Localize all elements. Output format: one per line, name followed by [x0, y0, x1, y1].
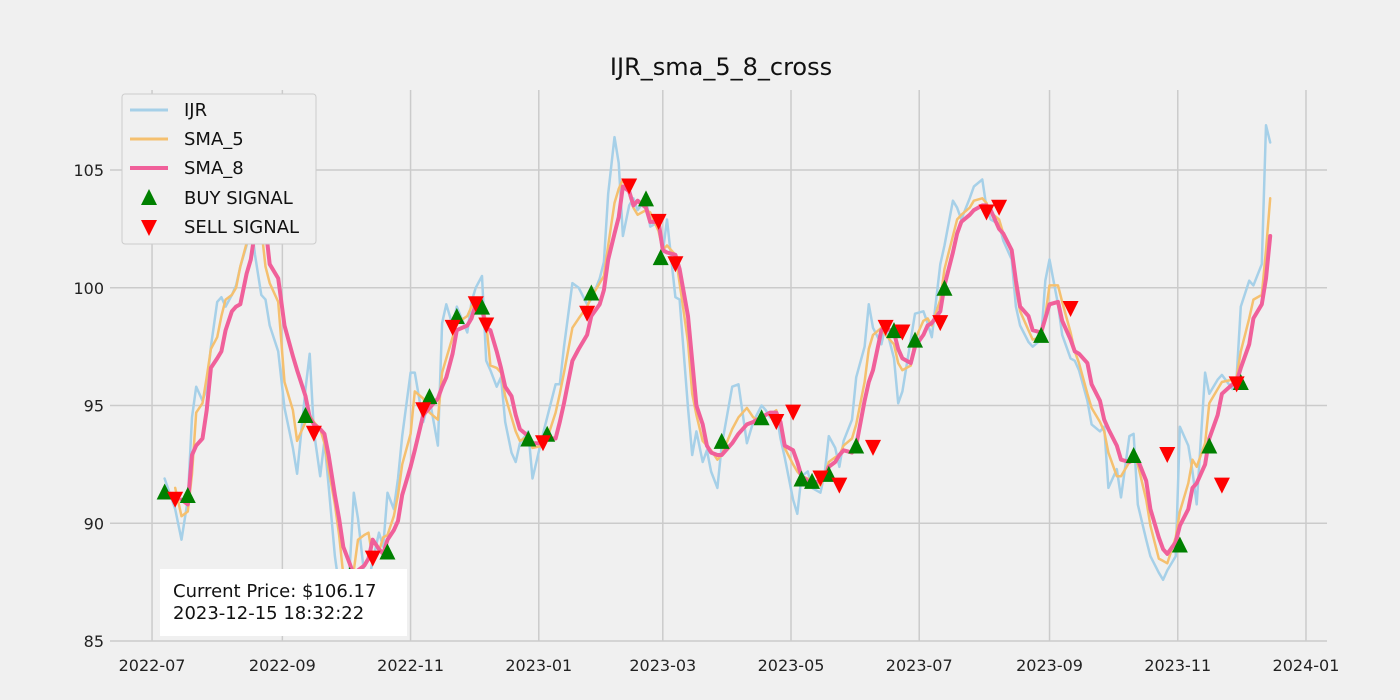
sell-signal-marker: [932, 315, 949, 332]
buy-signal-marker: [1125, 446, 1142, 463]
sell-signal-marker: [167, 491, 184, 508]
sell-signal-marker: [364, 550, 381, 567]
current-price-box: Current Price: $106.17 2023-12-15 18:32:…: [160, 569, 407, 636]
grid: [110, 90, 1327, 642]
sell-signal-marker: [1159, 446, 1176, 463]
sell-signal-marker: [650, 213, 667, 230]
legend-label-sma-5: SMA_5: [184, 129, 244, 150]
x-tick-label: 2023-01: [505, 656, 572, 675]
buy-signal-marker: [379, 543, 396, 560]
sell-signal-marker: [877, 319, 894, 336]
sell-signal-marker: [579, 305, 596, 322]
x-tick-label: 2023-09: [1016, 656, 1083, 675]
buy-signal-marker: [886, 322, 903, 339]
buy-signal-marker: [652, 249, 669, 266]
y-tick-label: 105: [73, 161, 104, 180]
legend-label-buy-signal: BUY SIGNAL: [184, 188, 293, 209]
x-tick-label: 2023-07: [886, 656, 953, 675]
sell-signal-marker: [978, 204, 995, 221]
buy-signal-marker: [753, 409, 770, 426]
buy-signal-marker: [804, 472, 821, 489]
sell-signal-marker: [305, 425, 322, 442]
buy-signal-marker: [936, 279, 953, 296]
legend-swatch-buy-signal: [141, 189, 157, 205]
sell-signal-marker: [534, 435, 551, 452]
sell-signal-marker: [621, 178, 638, 195]
legend-box: [121, 93, 317, 245]
x-tick-label: 2022-11: [377, 656, 444, 675]
series-line-sma-8: [179, 184, 1273, 578]
x-tick-label: 2022-09: [249, 656, 316, 675]
current-price-text: Current Price: $106.17: [173, 581, 376, 602]
sell-signal-marker: [667, 256, 684, 273]
plot-markers: [156, 178, 1249, 584]
sell-signal-marker: [1228, 376, 1245, 393]
sell-signal-marker: [785, 404, 802, 421]
buy-signal-marker: [1201, 437, 1218, 454]
buy-signal-marker: [179, 487, 196, 504]
y-tick-label: 90: [84, 514, 104, 533]
timestamp-text: 2023-12-15 18:32:22: [173, 603, 364, 624]
legend: IJR SMA_5 SMA_8 BUY SIGNAL SELL SIGNAL: [121, 93, 317, 245]
sell-signal-marker: [1213, 477, 1230, 494]
x-tick-label: 2024-01: [1273, 656, 1340, 675]
legend-swatch-sell-signal: [141, 220, 157, 236]
y-tick-label: 85: [84, 632, 104, 651]
buy-signal-marker: [1033, 326, 1050, 343]
sell-signal-marker: [831, 477, 848, 494]
buy-signal-marker: [848, 437, 865, 454]
buy-signal-marker: [583, 284, 600, 301]
sell-signal-marker: [1062, 300, 1079, 317]
legend-label-ijr: IJR: [184, 100, 207, 121]
sell-signal-marker: [478, 317, 495, 334]
current-price-box-background: [160, 569, 407, 636]
legend-label-sell-signal: SELL SIGNAL: [184, 217, 299, 238]
buy-signal-marker: [156, 483, 173, 500]
legend-label-sma-8: SMA_8: [184, 158, 244, 179]
buy-signal-marker: [1171, 536, 1188, 553]
sell-signal-marker: [864, 439, 881, 456]
sell-signal-marker: [768, 414, 785, 431]
y-axis: 85 90 95 100 105: [73, 161, 104, 651]
y-tick-label: 95: [84, 397, 104, 416]
buy-signal-marker: [520, 430, 537, 447]
x-axis: 2022-07 2022-09 2022-11 2023-01 2023-03 2023-…: [119, 656, 1340, 675]
buy-signal-marker: [474, 298, 491, 315]
chart-title: IJR_sma_5_8_cross: [610, 53, 832, 81]
buy-signal-marker: [907, 331, 924, 348]
x-tick-label: 2023-03: [629, 656, 696, 675]
y-tick-label: 100: [73, 279, 104, 298]
x-tick-label: 2022-07: [119, 656, 186, 675]
sell-signal-marker: [894, 324, 911, 341]
buy-signal-marker: [713, 432, 730, 449]
buy-signal-marker: [421, 388, 438, 405]
buy-signal-marker: [637, 190, 654, 207]
sell-signal-marker: [467, 296, 484, 313]
buy-signal-marker: [297, 406, 314, 423]
sell-signal-marker: [415, 402, 432, 419]
sell-signal-marker: [991, 199, 1008, 216]
x-tick-label: 2023-05: [758, 656, 825, 675]
x-tick-label: 2023-11: [1144, 656, 1211, 675]
sell-signal-marker: [444, 319, 461, 336]
buy-signal-marker: [793, 470, 810, 487]
sell-signal-marker: [812, 470, 829, 487]
